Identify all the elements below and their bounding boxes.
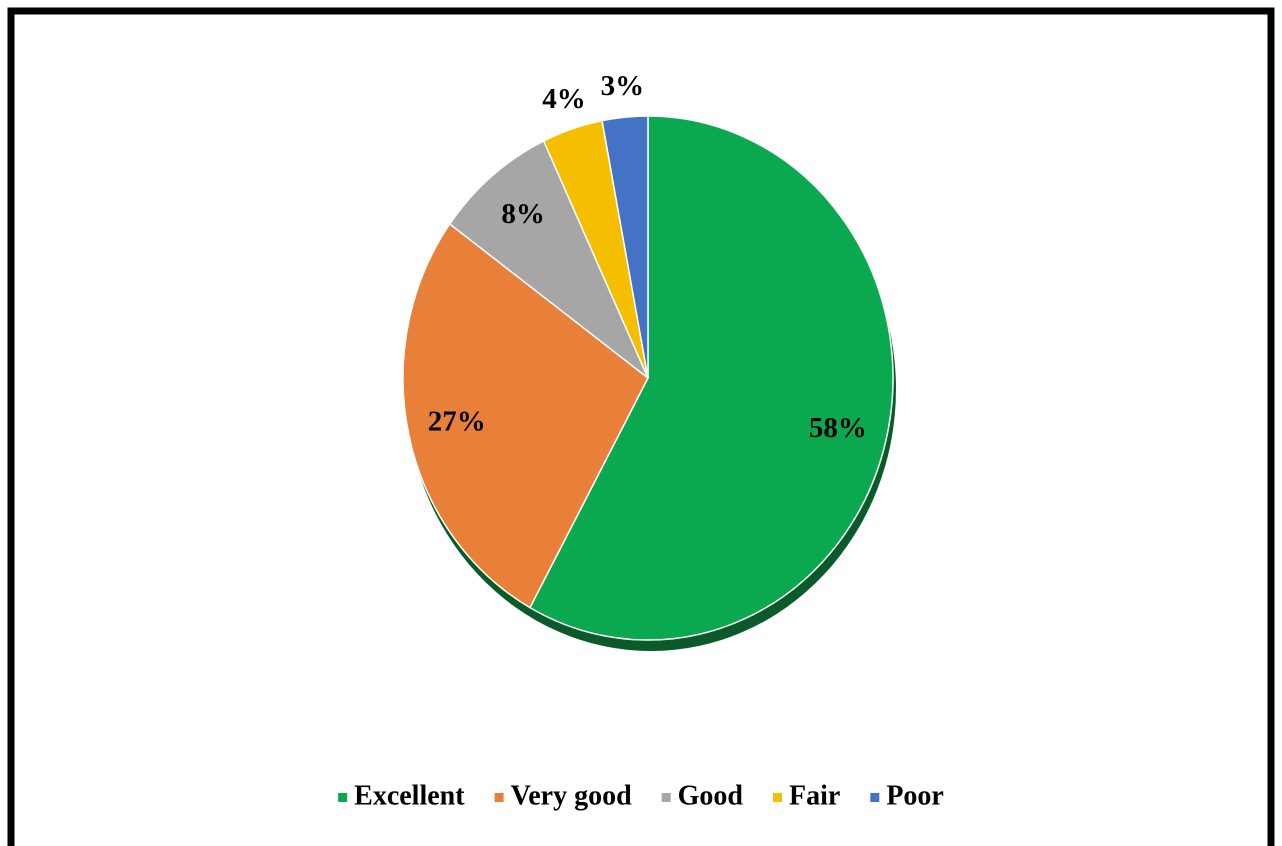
value-labels: 58% 27% 8% 4% 3% [428,70,867,444]
legend: Excellent Very good Good Fair Poor [338,780,944,811]
value-label: 3% [601,70,645,102]
legend-label: Very good [511,780,633,811]
legend-marker [773,793,783,802]
legend-marker [661,793,671,802]
legend-label: Good [678,780,744,811]
value-label: 8% [501,198,545,230]
legend-marker [494,793,504,802]
legend-label: Poor [886,780,944,811]
slice [402,222,649,609]
frame [7,7,1275,846]
value-label: 27% [428,405,486,437]
value-label: 58% [809,412,867,444]
legend-label: Excellent [354,780,465,811]
slice [601,115,649,379]
slice [448,139,649,379]
pie [402,115,894,641]
legend-marker [338,793,348,802]
legend-label: Fair [789,780,840,811]
legend-marker [870,793,880,802]
value-label: 4% [542,83,586,115]
slice [528,115,894,641]
